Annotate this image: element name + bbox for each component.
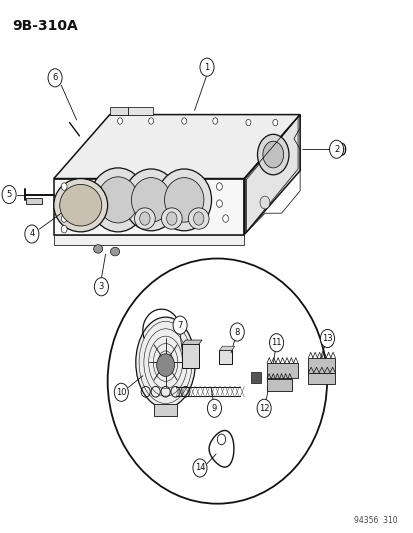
Circle shape — [217, 434, 225, 445]
Bar — [154, 404, 177, 416]
Circle shape — [148, 118, 153, 124]
Text: 94356  310: 94356 310 — [353, 516, 396, 525]
Bar — [26, 198, 42, 204]
Text: 9B-310A: 9B-310A — [12, 19, 78, 33]
Circle shape — [193, 212, 203, 225]
Polygon shape — [246, 117, 297, 232]
Circle shape — [139, 212, 150, 225]
Text: 7: 7 — [177, 321, 182, 329]
Bar — [250, 372, 261, 383]
Ellipse shape — [131, 177, 171, 222]
Ellipse shape — [107, 259, 326, 504]
Circle shape — [181, 118, 186, 124]
Polygon shape — [182, 340, 202, 344]
Polygon shape — [54, 179, 244, 235]
Circle shape — [272, 119, 277, 126]
Polygon shape — [109, 107, 153, 115]
Bar — [182, 344, 198, 368]
Circle shape — [2, 185, 16, 204]
Bar — [266, 363, 297, 378]
Bar — [308, 358, 335, 373]
Polygon shape — [109, 107, 128, 115]
Bar — [308, 373, 335, 384]
Ellipse shape — [135, 317, 195, 408]
Circle shape — [199, 58, 214, 76]
Ellipse shape — [97, 177, 138, 223]
Circle shape — [117, 118, 122, 124]
Ellipse shape — [157, 169, 211, 231]
Circle shape — [222, 215, 228, 222]
Text: 10: 10 — [116, 388, 126, 397]
Circle shape — [48, 69, 62, 87]
Circle shape — [192, 459, 206, 477]
Circle shape — [61, 183, 67, 190]
Ellipse shape — [164, 177, 204, 222]
Text: 8: 8 — [234, 328, 239, 336]
Circle shape — [256, 399, 271, 417]
Circle shape — [216, 183, 222, 190]
Ellipse shape — [161, 208, 182, 229]
Circle shape — [320, 329, 334, 348]
Text: 6: 6 — [52, 74, 57, 82]
Circle shape — [269, 334, 283, 352]
Circle shape — [25, 225, 39, 243]
Circle shape — [61, 215, 67, 222]
Circle shape — [262, 141, 283, 168]
Text: 11: 11 — [271, 338, 281, 347]
Text: 4: 4 — [29, 230, 34, 238]
Ellipse shape — [90, 168, 146, 232]
Circle shape — [216, 200, 222, 207]
Ellipse shape — [54, 179, 107, 232]
Text: 12: 12 — [258, 404, 269, 413]
Circle shape — [61, 225, 67, 233]
Circle shape — [259, 196, 269, 209]
Bar — [266, 379, 291, 391]
Circle shape — [166, 212, 177, 225]
Ellipse shape — [59, 184, 102, 226]
Ellipse shape — [188, 208, 209, 229]
Ellipse shape — [337, 143, 345, 155]
Circle shape — [207, 399, 221, 417]
Ellipse shape — [156, 354, 174, 376]
Text: 2: 2 — [333, 145, 338, 154]
Ellipse shape — [134, 208, 155, 229]
Polygon shape — [244, 115, 299, 235]
Circle shape — [94, 278, 108, 296]
Circle shape — [61, 199, 67, 206]
Text: 13: 13 — [321, 334, 332, 343]
Circle shape — [212, 118, 217, 124]
Polygon shape — [219, 346, 234, 351]
Polygon shape — [54, 115, 299, 179]
Circle shape — [114, 383, 128, 401]
Circle shape — [329, 140, 343, 158]
Circle shape — [257, 134, 288, 175]
Ellipse shape — [339, 146, 343, 152]
Ellipse shape — [110, 247, 119, 256]
Circle shape — [230, 323, 244, 341]
Circle shape — [245, 119, 250, 126]
Bar — [219, 351, 231, 364]
Text: 3: 3 — [99, 282, 104, 291]
Text: 5: 5 — [7, 190, 12, 199]
Text: 1: 1 — [204, 63, 209, 71]
Polygon shape — [54, 235, 244, 245]
Circle shape — [173, 316, 187, 334]
Ellipse shape — [93, 245, 102, 253]
Ellipse shape — [123, 169, 178, 231]
Text: 9: 9 — [211, 404, 216, 413]
Text: 14: 14 — [194, 464, 205, 472]
